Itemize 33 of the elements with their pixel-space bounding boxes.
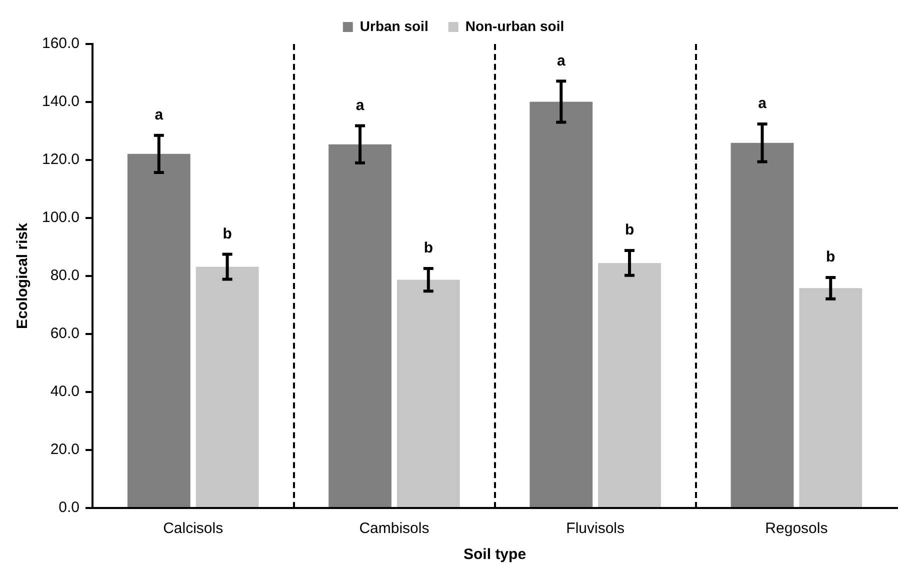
bar [127,154,190,507]
x-axis-title: Soil type [464,546,526,564]
bar [328,144,392,507]
x-tick-label: Fluvisols [566,520,625,538]
y-tick-label: 100.0 [42,209,80,226]
annotation: a [758,95,768,112]
annotation: b [624,222,634,239]
x-tick-label: Regosols [765,520,828,538]
bar [598,262,661,507]
y-tick-label: 20.0 [50,441,80,458]
bar [196,266,259,507]
y-tick-label: 120.0 [42,151,80,168]
y-tick-label: 80.0 [50,267,80,284]
bar [396,280,460,507]
bar [799,288,862,507]
annotation: b [222,225,232,242]
annotation: b [424,240,433,257]
x-tick-label: Calcisols [163,520,224,538]
annotation: a [154,106,164,124]
x-tick-label: Cambisols [359,520,430,538]
bar [530,102,593,507]
y-tick-label: 40.0 [50,383,80,400]
annotation: a [356,96,365,114]
legend-label: Non-urban soil [465,18,564,34]
y-tick-label: 60.0 [50,325,80,342]
y-tick-label: 0.0 [58,499,80,516]
y-tick-label: 140.0 [42,93,80,110]
legend-label: Urban soil [360,18,428,34]
y-axis-title: Ecological risk [14,222,32,329]
y-tick-label: 160.0 [42,35,80,52]
bar [730,142,794,507]
annotation: a [556,52,566,70]
annotation: b [826,248,836,266]
